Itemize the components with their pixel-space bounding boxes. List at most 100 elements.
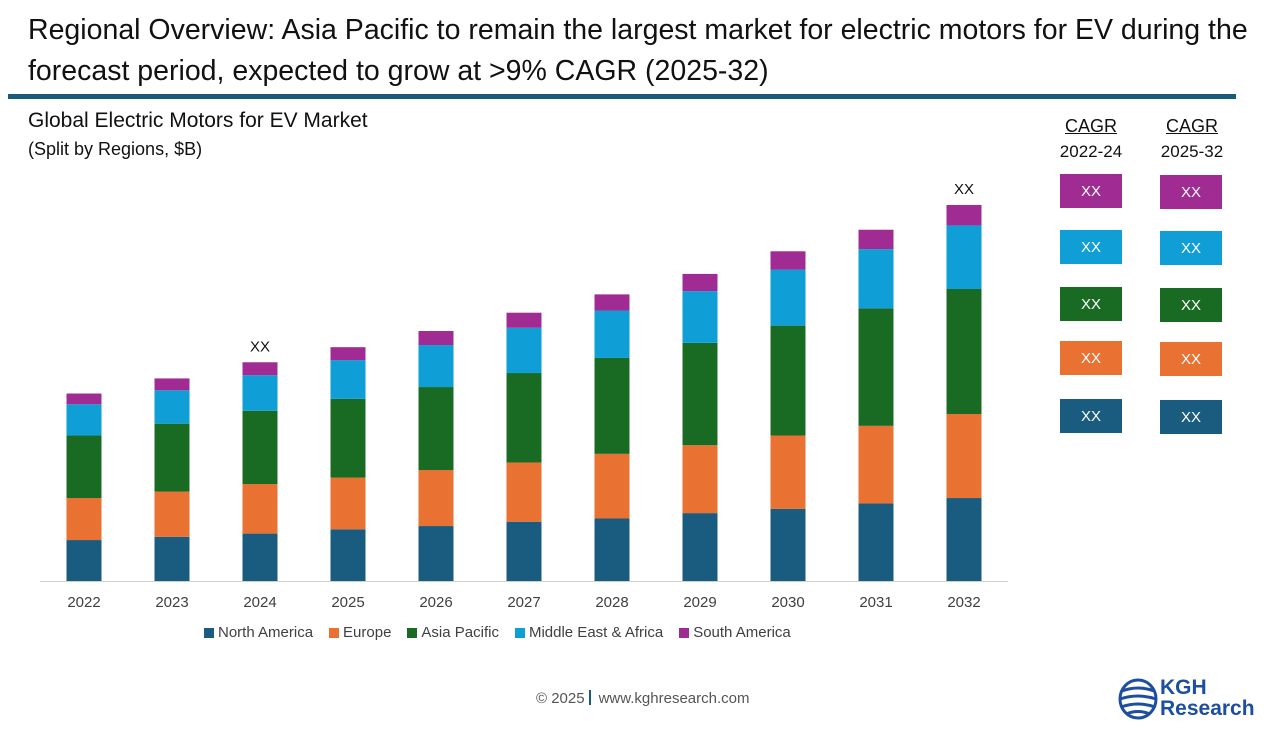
x-tick-label: 2028 <box>595 594 628 611</box>
logo-line-1: KGH <box>1160 676 1207 699</box>
bar-segment-europe-2024 <box>242 484 278 534</box>
bar-segment-north-america-2023 <box>154 536 190 581</box>
cagr-box-asia-pacific-2025-32: XX <box>1160 288 1222 322</box>
x-tick-label: 2026 <box>419 594 452 611</box>
cagr-header-2022-24: CAGR 2022-24 <box>1046 114 1136 164</box>
bar-segment-middle-east-africa-2024 <box>242 375 278 411</box>
bar-segment-asia-pacific-2023 <box>154 423 190 492</box>
bar-segment-middle-east-africa-2031 <box>858 249 894 309</box>
legend-label: Middle East & Africa <box>528 624 664 641</box>
bar-segment-south-america-2027 <box>506 312 542 328</box>
bar-segment-north-america-2029 <box>682 513 718 581</box>
globe-icon <box>1118 678 1158 720</box>
chart-legend: North America Europe Asia Pacific Middle… <box>204 624 791 641</box>
total-annotation: XX <box>954 181 974 198</box>
bar-segment-europe-2028 <box>594 453 630 519</box>
legend-item-europe: Europe <box>329 624 391 641</box>
cagr-box-south-america-2022-24: XX <box>1060 174 1122 208</box>
bar-segment-asia-pacific-2024 <box>242 410 278 485</box>
cagr-period: 2022-24 <box>1059 142 1123 161</box>
bar-segment-middle-east-africa-2023 <box>154 390 190 424</box>
footer: © 2025 www.kghresearch.com <box>536 690 749 707</box>
footer-separator <box>588 690 591 705</box>
website-link[interactable]: www.kghresearch.com <box>598 690 750 707</box>
bar-segment-asia-pacific-2028 <box>594 357 630 454</box>
legend-label: South America <box>693 624 791 641</box>
bar-segment-south-america-2025 <box>330 347 366 361</box>
legend-item-south-america: South America <box>679 624 791 641</box>
bar-segment-north-america-2022 <box>66 540 102 581</box>
bar-segment-north-america-2026 <box>418 526 454 581</box>
cagr-box-north-america-2022-24: XX <box>1060 399 1122 433</box>
bar-segment-middle-east-africa-2022 <box>66 404 102 436</box>
bar-segment-middle-east-africa-2026 <box>418 345 454 388</box>
bar-segment-south-america-2031 <box>858 229 894 250</box>
kgh-research-logo: KGH Research <box>1118 677 1268 721</box>
bar-segment-north-america-2031 <box>858 503 894 581</box>
x-tick-label: 2032 <box>947 594 980 611</box>
x-tick-label: 2023 <box>155 594 188 611</box>
cagr-box-asia-pacific-2022-24: XX <box>1060 287 1122 321</box>
legend-swatch <box>204 627 214 638</box>
bar-segment-europe-2025 <box>330 477 366 530</box>
bar-segment-europe-2027 <box>506 462 542 522</box>
bar-segment-south-america-2030 <box>770 251 806 270</box>
bar-segment-europe-2030 <box>770 435 806 509</box>
cagr-box-europe-2025-32: XX <box>1160 342 1222 376</box>
legend-swatch <box>329 627 340 638</box>
bar-segment-europe-2023 <box>154 491 190 537</box>
legend-label: Asia Pacific <box>421 624 499 641</box>
bar-segment-south-america-2029 <box>682 273 718 292</box>
bar-segment-south-america-2028 <box>594 294 630 311</box>
copyright-text: © 2025 <box>536 690 585 707</box>
bar-segment-asia-pacific-2029 <box>682 342 718 446</box>
cagr-header-2025-32: CAGR 2025-32 <box>1147 114 1237 164</box>
bar-segment-middle-east-africa-2030 <box>770 269 806 326</box>
bar-segment-middle-east-africa-2028 <box>594 310 630 358</box>
cagr-label: CAGR <box>1165 116 1218 136</box>
bar-segment-south-america-2023 <box>154 378 190 391</box>
bar-segment-asia-pacific-2022 <box>66 435 102 499</box>
bar-segment-south-america-2026 <box>418 331 454 346</box>
bar-segment-europe-2031 <box>858 425 894 504</box>
x-tick-label: 2022 <box>67 594 100 611</box>
legend-label: North America <box>218 624 314 641</box>
bar-segment-middle-east-africa-2025 <box>330 360 366 399</box>
bar-segment-north-america-2027 <box>506 521 542 581</box>
total-annotation: XX <box>250 338 270 355</box>
bar-segment-asia-pacific-2030 <box>770 325 806 436</box>
legend-swatch <box>514 627 525 638</box>
bar-segment-middle-east-africa-2027 <box>506 327 542 374</box>
legend-label: Europe <box>343 624 392 641</box>
bar-segment-europe-2032 <box>946 413 982 499</box>
x-tick-label: 2027 <box>507 594 540 611</box>
logo-text: KGH Research <box>1160 677 1255 719</box>
bar-segment-europe-2029 <box>682 445 718 514</box>
logo-line-2: Research <box>1160 697 1255 720</box>
cagr-box-north-america-2025-32: XX <box>1160 400 1222 434</box>
bar-segment-north-america-2024 <box>242 533 278 581</box>
chart-title: Global Electric Motors for EV Market <box>28 109 368 132</box>
cagr-box-europe-2022-24: XX <box>1060 341 1122 375</box>
bar-segment-south-america-2024 <box>242 362 278 376</box>
bar-segment-europe-2022 <box>66 498 102 541</box>
legend-swatch <box>407 627 418 638</box>
bar-segment-north-america-2025 <box>330 529 366 581</box>
bar-segment-middle-east-africa-2032 <box>946 225 982 289</box>
x-tick-label: 2030 <box>771 594 804 611</box>
bar-segment-middle-east-africa-2029 <box>682 291 718 343</box>
legend-item-asia-pacific: Asia Pacific <box>407 624 499 641</box>
x-tick-label: 2025 <box>331 594 364 611</box>
bar-segment-north-america-2030 <box>770 508 806 581</box>
x-tick-label: 2029 <box>683 594 716 611</box>
bar-segment-south-america-2032 <box>946 204 982 226</box>
bar-segment-europe-2026 <box>418 470 454 527</box>
bar-segment-north-america-2032 <box>946 498 982 581</box>
x-tick-label: 2031 <box>859 594 892 611</box>
page-title: Regional Overview: Asia Pacific to remai… <box>28 14 1248 87</box>
x-tick-label: 2024 <box>243 594 276 611</box>
cagr-box-mea-2025-32: XX <box>1160 231 1222 265</box>
legend-item-middle-east-africa: Middle East & Africa <box>514 624 664 641</box>
cagr-label: CAGR <box>1064 116 1117 136</box>
legend-swatch <box>679 627 690 638</box>
